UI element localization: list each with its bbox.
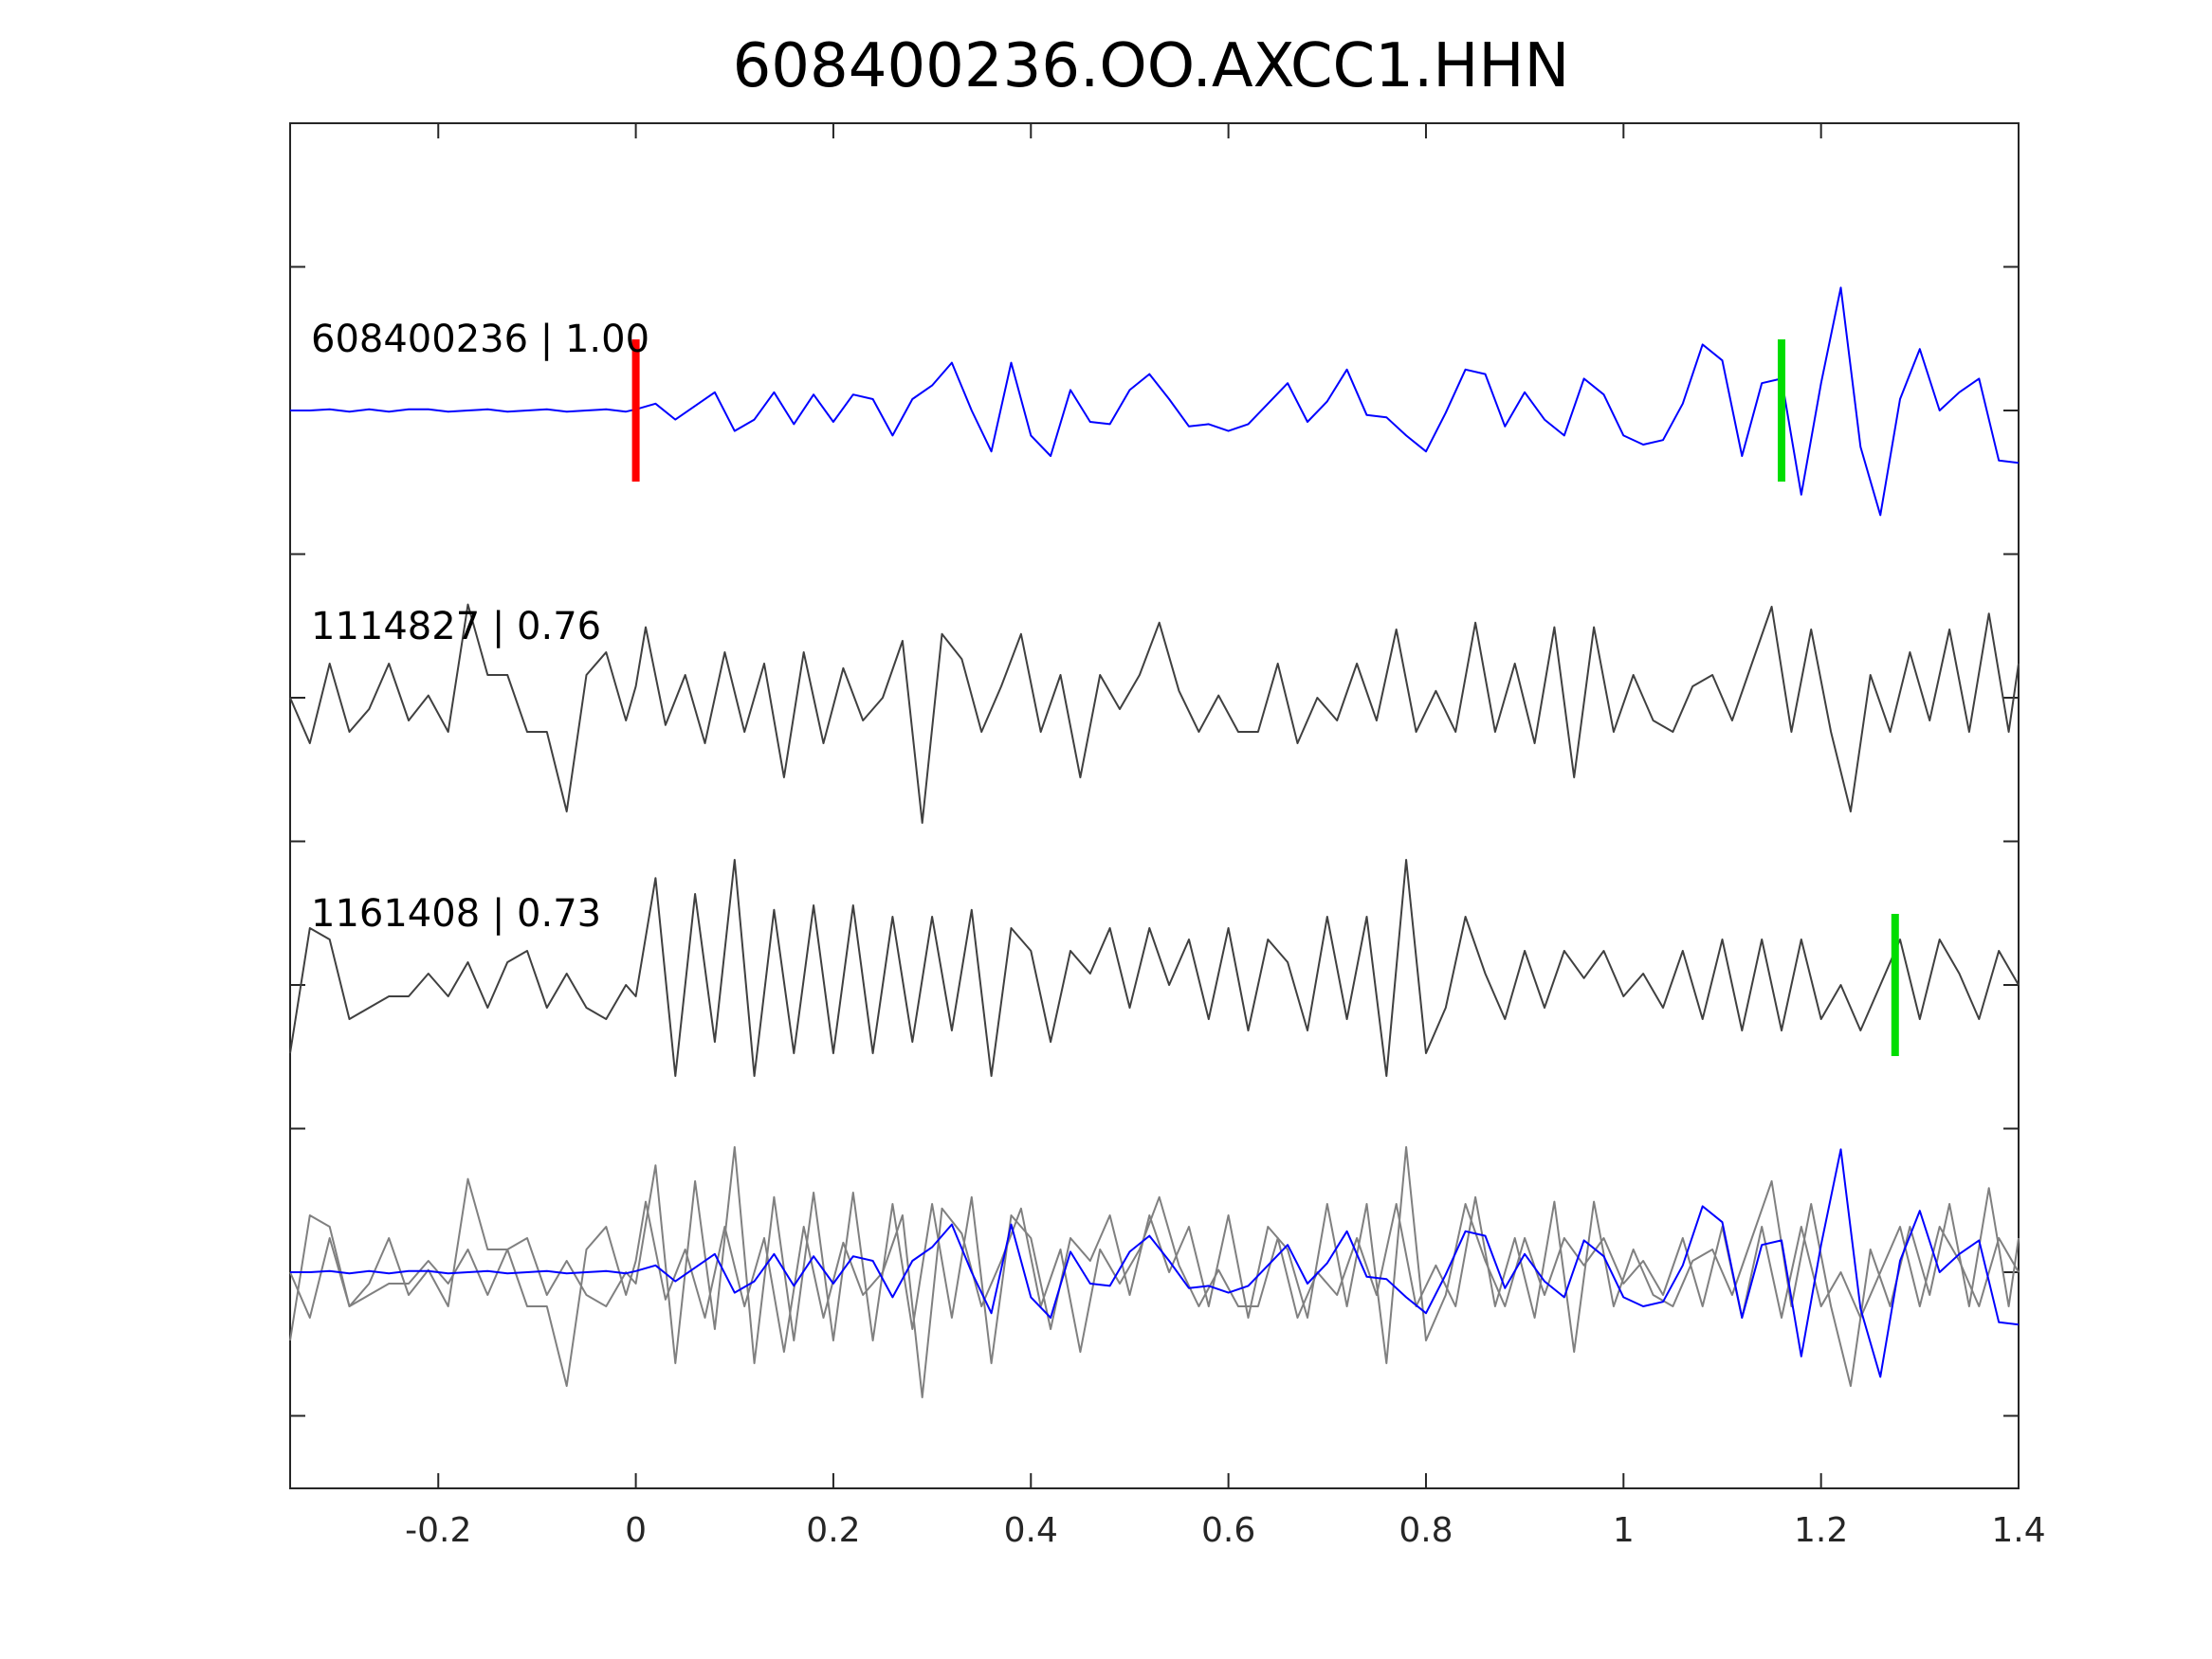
x-tick-label: 0.8 [1398, 1511, 1453, 1550]
trace-line-608400236 [290, 286, 2020, 517]
trace-label: 1114827 | 0.76 [311, 605, 601, 648]
axes-box [289, 122, 2020, 1489]
overlay-line-608400236 [290, 1148, 2020, 1378]
x-tick-label: 1 [1613, 1511, 1635, 1550]
trace-label: 1161408 | 0.73 [311, 892, 601, 936]
x-tick-label: 0 [625, 1511, 647, 1550]
x-tick-label: 0.2 [806, 1511, 860, 1550]
phase-picks [631, 339, 1899, 1056]
trace-line-1161408 [289, 859, 2020, 1077]
chart-title: 608400236.OO.AXCC1.HHN [733, 31, 1570, 101]
x-tick-label: 1.4 [1991, 1511, 2045, 1550]
overlay-traces [289, 1146, 2020, 1398]
plot-area [289, 122, 2020, 1489]
trace-labels: 608400236 | 1.00 1114827 | 0.76 1161408 | … [311, 318, 649, 936]
trace-label: 608400236 | 1.00 [311, 318, 649, 361]
x-ticks: -0.2 0 0.2 0.4 0.6 0.8 1 1.2 1.4 [405, 123, 2046, 1550]
x-tick-label: -0.2 [405, 1511, 471, 1550]
x-tick-label: 0.4 [1004, 1511, 1058, 1550]
y-ticks [290, 265, 2019, 1417]
traces [289, 286, 2020, 1077]
x-tick-label: 0.6 [1201, 1511, 1255, 1550]
trace-line-1114827 [289, 603, 2020, 824]
x-tick-label: 1.2 [1794, 1511, 1848, 1550]
